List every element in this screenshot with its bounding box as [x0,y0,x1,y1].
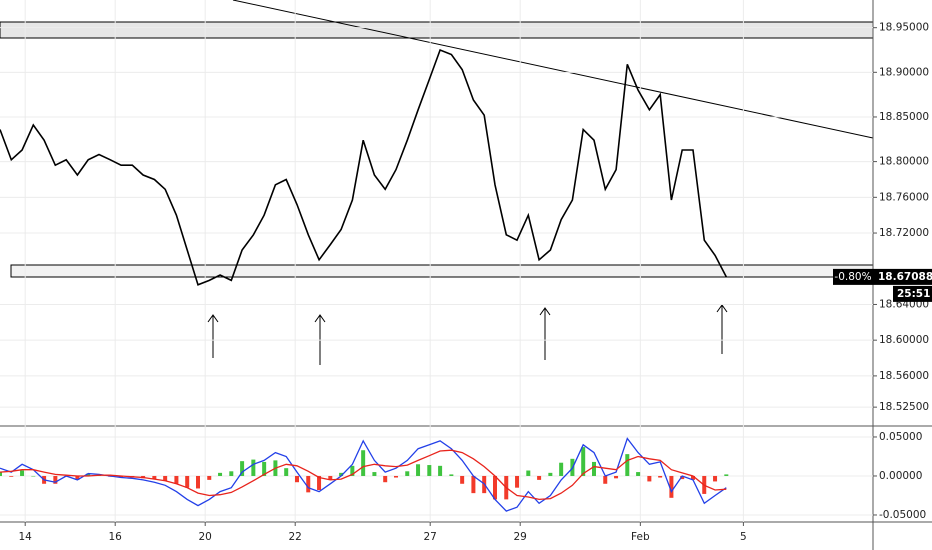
y-tick-label: 18.72000 [879,227,929,239]
histogram-bar [493,475,497,500]
histogram-bar [724,474,729,476]
histogram-bar [328,475,333,480]
y-tick-label: 18.90000 [879,66,929,78]
histogram-bar [119,475,124,478]
histogram-bar [251,459,256,476]
histogram-bar [625,454,630,476]
histogram-bar [658,475,663,478]
arrow [207,314,219,358]
histogram-bar [75,475,80,480]
histogram-bar [20,470,25,476]
histogram-bar [218,472,223,476]
histogram-bar [295,475,299,483]
histogram-bar [537,475,542,480]
histogram-bar [592,461,596,476]
resistance-zone [0,21,874,39]
y-tick-label: 18.56000 [879,370,929,382]
change-label: -0.80% [834,271,871,283]
histogram-bar [636,472,641,476]
histogram-bar [680,475,685,480]
last-price-box [873,268,932,285]
y-tick-label: 18.80000 [879,156,929,168]
y-tick-label: -0.05000 [879,509,926,521]
histogram-bar [394,475,398,478]
histogram-bar [350,465,355,476]
x-tick-label: 5 [740,531,747,543]
histogram-bar [372,472,377,476]
histogram-bar [614,475,619,479]
histogram-bar [526,470,531,476]
histogram-bar [229,471,234,476]
histogram-bar [174,475,179,484]
y-tick-label: 18.95000 [879,22,929,34]
x-tick-label: 22 [289,531,302,543]
x-tick-label: Feb [631,531,650,543]
x-tick-label: 29 [514,531,527,543]
histogram-bar [339,472,344,476]
histogram-bar [691,475,695,480]
arrow [539,307,551,360]
histogram-bar [86,473,91,476]
histogram-bar [31,475,36,477]
x-tick-label: 27 [424,531,437,543]
histogram-bar [0,472,2,476]
arrow [716,304,728,354]
change-box [833,268,873,285]
histogram-bar [581,447,586,476]
histogram-bar [405,471,410,476]
histogram-bar [548,472,553,476]
histogram-bar [53,475,58,484]
indicator-line [0,437,727,512]
histogram-bar [383,475,388,483]
y-tick-label: 18.52500 [879,401,929,413]
histogram-bar [515,475,520,488]
trend-line [232,0,874,139]
histogram-bar [449,474,454,476]
histogram-bar [207,475,212,480]
y-tick-label: 18.60000 [879,334,929,346]
histogram-bar [471,475,476,494]
y-tick-label: 0.00000 [879,470,922,482]
histogram-bar [361,450,366,476]
histogram-bar [152,475,157,480]
y-tick-label: 18.76000 [879,191,929,203]
x-tick-label: 16 [109,531,123,543]
histogram-bar [460,475,465,484]
histogram-bar [240,461,245,476]
countdown-box [893,285,932,302]
histogram-bar [438,465,443,476]
histogram-bar [416,464,421,476]
histogram-bar [185,475,190,488]
y-tick-label: 18.85000 [879,111,929,123]
histogram-bar [284,468,289,476]
histogram-bar [317,475,322,491]
histogram-bar [559,462,564,476]
histogram-bar [647,475,652,482]
x-tick-label: 20 [199,531,212,543]
last-price-label: 18.67088 [878,271,932,283]
histogram-bar [9,475,14,477]
indicator-line [0,449,727,501]
histogram-bar [163,475,168,481]
histogram-bar [713,475,718,482]
countdown: 25:51 [897,288,930,300]
x-tick-label: 14 [19,531,33,543]
histogram-bar [603,475,608,484]
histogram-bar [262,461,267,476]
histogram-bar [669,475,674,498]
price-line [0,48,728,286]
arrows [207,304,728,365]
histogram-bar [427,465,432,476]
histogram-bar [196,475,200,489]
histogram-bar [306,475,311,493]
y-tick-label: 0.05000 [879,431,922,443]
